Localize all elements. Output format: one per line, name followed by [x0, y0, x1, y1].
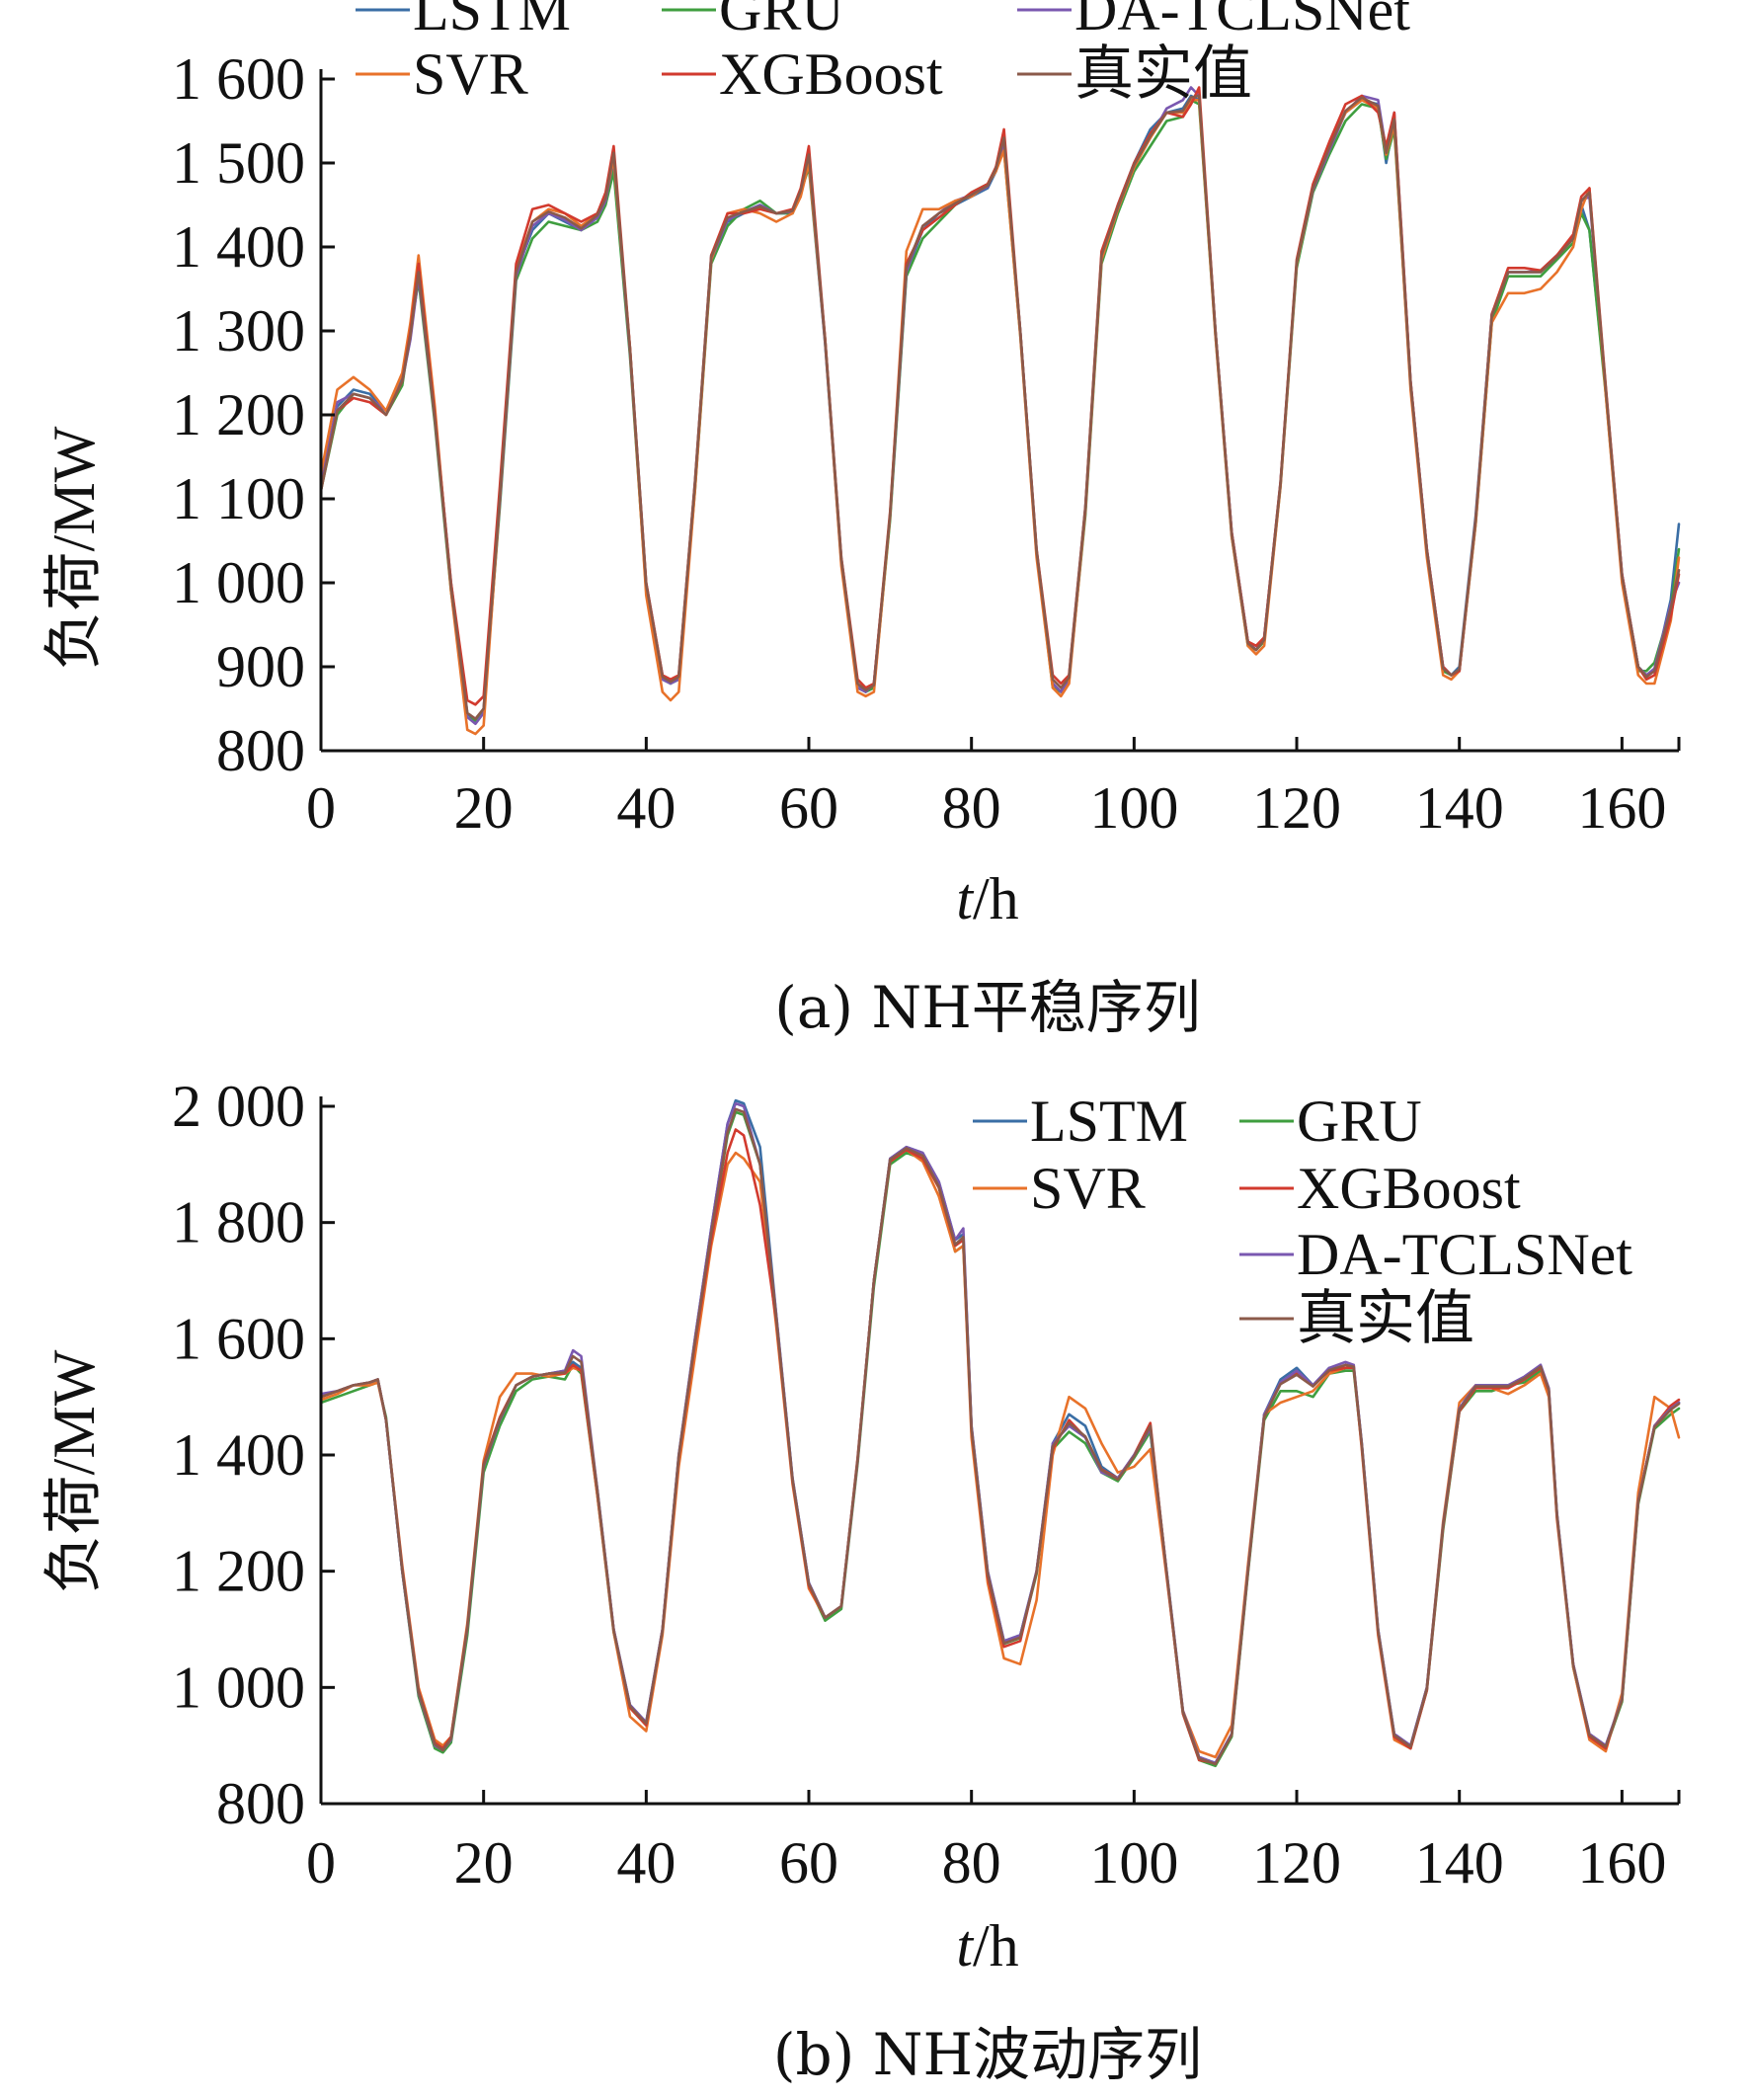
- y-tick-label: 1 100: [172, 466, 305, 531]
- x-tick-label: 80: [942, 1830, 1001, 1896]
- y-tick-label: 1 800: [172, 1190, 305, 1255]
- legend-label: XGBoost: [719, 41, 943, 107]
- legend-label: GRU: [719, 0, 844, 42]
- y-tick-label: 1 400: [172, 214, 305, 280]
- series-line-GRU: [319, 99, 1681, 723]
- legend-label: DA-TCLSNet: [1297, 1222, 1632, 1287]
- x-tick-label: 100: [1089, 775, 1178, 841]
- y-tick-label: 1 600: [172, 1306, 305, 1371]
- x-tick-label: 0: [306, 775, 336, 841]
- y-tick-label: 1 600: [172, 46, 305, 112]
- legend-label: LSTM: [413, 0, 571, 42]
- series-line-XGBoost: [319, 86, 1681, 706]
- x-tick-label: 20: [454, 775, 514, 841]
- series-line-真实值: [319, 94, 1681, 721]
- y-tick-label: 800: [216, 1771, 305, 1836]
- x-tick-label: 100: [1089, 1830, 1178, 1896]
- x-tick-label: 120: [1252, 1830, 1341, 1896]
- legend-label: SVR: [413, 41, 528, 107]
- x-tick-label: 20: [454, 1830, 514, 1896]
- y-tick-label: 900: [216, 634, 305, 699]
- y-tick-label: 1 200: [172, 1539, 305, 1604]
- legend-label: DA-TCLSNet: [1074, 0, 1410, 42]
- series-line-DA-TCLSNet: [319, 86, 1681, 726]
- legend-label: 真实值: [1297, 1286, 1474, 1351]
- y-tick-label: 1 300: [172, 298, 305, 363]
- y-axis-title: 负荷/MW: [41, 426, 107, 670]
- y-tick-label: 2 000: [172, 1074, 305, 1139]
- legend-label: SVR: [1030, 1156, 1146, 1221]
- x-axis-title: t/h: [956, 1913, 1018, 1979]
- x-tick-label: 60: [779, 1830, 838, 1896]
- caption-a: (a) NH平稳序列: [774, 974, 1201, 1041]
- x-tick-label: 140: [1415, 775, 1504, 841]
- x-tick-label: 80: [942, 775, 1001, 841]
- legend-label: 真实值: [1074, 41, 1252, 107]
- y-tick-label: 1 000: [172, 1655, 305, 1720]
- x-tick-label: 40: [616, 1830, 676, 1896]
- caption-b: (b) NH波动序列: [773, 2021, 1202, 2088]
- tick-labels: 800 1 000 1 200 1 400 1 600 1 800 2 000 0 20 40 60…: [172, 1074, 1666, 1896]
- series-group: [319, 1098, 1681, 1768]
- x-tick-label: 140: [1415, 1830, 1504, 1896]
- y-tick-label: 1 400: [172, 1422, 305, 1488]
- legend-label: GRU: [1297, 1089, 1422, 1154]
- axes: [319, 69, 1681, 753]
- y-tick-label: 800: [216, 718, 305, 783]
- series-line-真实值: [319, 1107, 1681, 1766]
- y-axis-title: 负荷/MW: [41, 1349, 107, 1593]
- series-line-LSTM: [319, 94, 1681, 723]
- legend-label: LSTM: [1030, 1089, 1188, 1154]
- x-tick-label: 120: [1252, 775, 1341, 841]
- x-axis-title: t/h: [956, 866, 1018, 931]
- legend-label: XGBoost: [1297, 1156, 1521, 1221]
- y-tick-label: 1 000: [172, 550, 305, 615]
- x-tick-label: 160: [1577, 1830, 1666, 1896]
- x-tick-label: 160: [1577, 775, 1666, 841]
- x-tick-label: 40: [616, 775, 676, 841]
- y-tick-label: 1 500: [172, 130, 305, 196]
- y-tick-label: 1 200: [172, 382, 305, 447]
- series-line-SVR: [319, 99, 1681, 736]
- chart-panel-b: 800 1 000 1 200 1 400 1 600 1 800 2 000 0 20 40 60…: [41, 1074, 1681, 2088]
- legend: LSTM GRU DA-TCLSNet SVR XGBoost 真实值: [356, 0, 1410, 107]
- x-tick-label: 60: [779, 775, 838, 841]
- axes: [319, 1096, 1681, 1806]
- x-tick-label: 0: [306, 1830, 336, 1896]
- series-group: [319, 86, 1681, 736]
